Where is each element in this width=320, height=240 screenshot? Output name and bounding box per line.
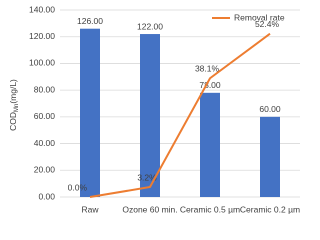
x-tick-label: Ceramic 0.5 µm	[180, 204, 240, 214]
y-title-unit: (mg/L)	[8, 79, 18, 104]
bar-value-label: 126.00	[77, 16, 103, 26]
y-tick-label: 80.00	[34, 84, 56, 94]
y-tick-label: 120.00	[29, 31, 55, 41]
y-axis-title: CODMn(mg/L)	[8, 79, 19, 131]
bar-value-label: 78.00	[199, 80, 221, 90]
y-title-main: COD	[8, 112, 18, 131]
line-value-label: 3.2%	[137, 172, 157, 182]
bar	[200, 92, 220, 197]
y-title-sub: Mn	[14, 104, 20, 112]
chart: CODMn(mg/L) 0.00 20.00 40.00 60.00 80.00 100.…	[8, 4, 300, 214]
bar	[140, 34, 160, 197]
bar-value-label: 60.00	[259, 104, 281, 114]
line-value-label: 38.1%	[195, 64, 220, 74]
x-tick-label: Raw	[81, 204, 99, 214]
line-value-label: 52.4%	[255, 19, 280, 29]
bar	[80, 28, 100, 198]
bar	[260, 116, 280, 197]
x-tick-label: Ceramic 0.2 µm	[240, 204, 300, 214]
y-tick-label: 140.00	[29, 4, 55, 14]
line-value-label: 0.0%	[68, 182, 88, 192]
legend-label: Removal rate	[234, 12, 285, 22]
x-tick-label: Ozone 60 min.	[122, 204, 177, 214]
bar-value-label: 122.00	[137, 21, 163, 31]
y-tick-label: 60.00	[34, 111, 56, 121]
y-tick-label: 0.00	[38, 191, 55, 201]
line	[89, 32, 271, 198]
y-tick-label: 100.00	[29, 58, 55, 68]
y-tick-label: 20.00	[34, 165, 56, 175]
y-tick-label: 40.00	[34, 138, 56, 148]
